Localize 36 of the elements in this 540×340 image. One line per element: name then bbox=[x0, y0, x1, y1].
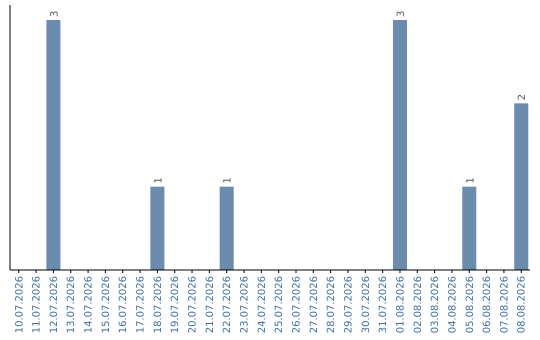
x-tick-label: 01.08.2026 bbox=[395, 276, 406, 334]
x-tick-label: 04.08.2026 bbox=[447, 276, 458, 334]
x-tick-label: 24.07.2026 bbox=[256, 276, 268, 334]
x-tick-label: 10.07.2026 bbox=[14, 276, 26, 334]
x-tick-label: 03.08.2026 bbox=[430, 276, 442, 334]
x-tick-label: 17.07.2026 bbox=[136, 276, 147, 334]
data-label: 1 bbox=[465, 177, 476, 184]
x-tick-label: 16.07.2026 bbox=[118, 276, 130, 334]
x-tick-label: 13.07.2026 bbox=[66, 276, 78, 334]
x-tick-label: 26.07.2026 bbox=[291, 276, 302, 334]
x-tick-label: 02.08.2026 bbox=[412, 276, 424, 334]
data-label: 3 bbox=[396, 10, 407, 17]
x-tick-label: 08.08.2026 bbox=[516, 276, 528, 334]
x-tick-label: 05.08.2026 bbox=[464, 276, 476, 334]
x-tick-label: 20.07.2026 bbox=[188, 276, 199, 334]
x-tick-label: 29.07.2026 bbox=[343, 276, 354, 334]
x-tick-label: 27.07.2026 bbox=[308, 276, 320, 334]
x-tick-label: 22.07.2026 bbox=[222, 276, 234, 334]
x-tick-label: 11.07.2026 bbox=[32, 276, 43, 334]
x-tick-label: 23.07.2026 bbox=[240, 276, 251, 334]
x-tick-label: 31.07.2026 bbox=[378, 276, 390, 334]
x-tick-label: 14.07.2026 bbox=[84, 276, 95, 334]
data-label: 2 bbox=[517, 94, 528, 100]
x-tick-label: 19.07.2026 bbox=[170, 276, 182, 334]
x-tick-label: 07.08.2026 bbox=[499, 276, 510, 334]
x-tick-label: 12.07.2026 bbox=[48, 276, 60, 334]
data-label: 1 bbox=[153, 177, 164, 184]
x-tick-label: 21.07.2026 bbox=[204, 276, 216, 334]
data-label: 1 bbox=[222, 177, 234, 184]
x-tick-label: 06.08.2026 bbox=[482, 276, 494, 334]
x-tick-label: 28.07.2026 bbox=[326, 276, 338, 334]
x-tick-label: 18.07.2026 bbox=[152, 276, 164, 334]
x-tick-label: 15.07.2026 bbox=[100, 276, 112, 334]
data-label: 3 bbox=[49, 10, 60, 17]
x-tick-label: 30.07.2026 bbox=[360, 276, 372, 334]
x-tick-label: 25.07.2026 bbox=[274, 276, 286, 334]
